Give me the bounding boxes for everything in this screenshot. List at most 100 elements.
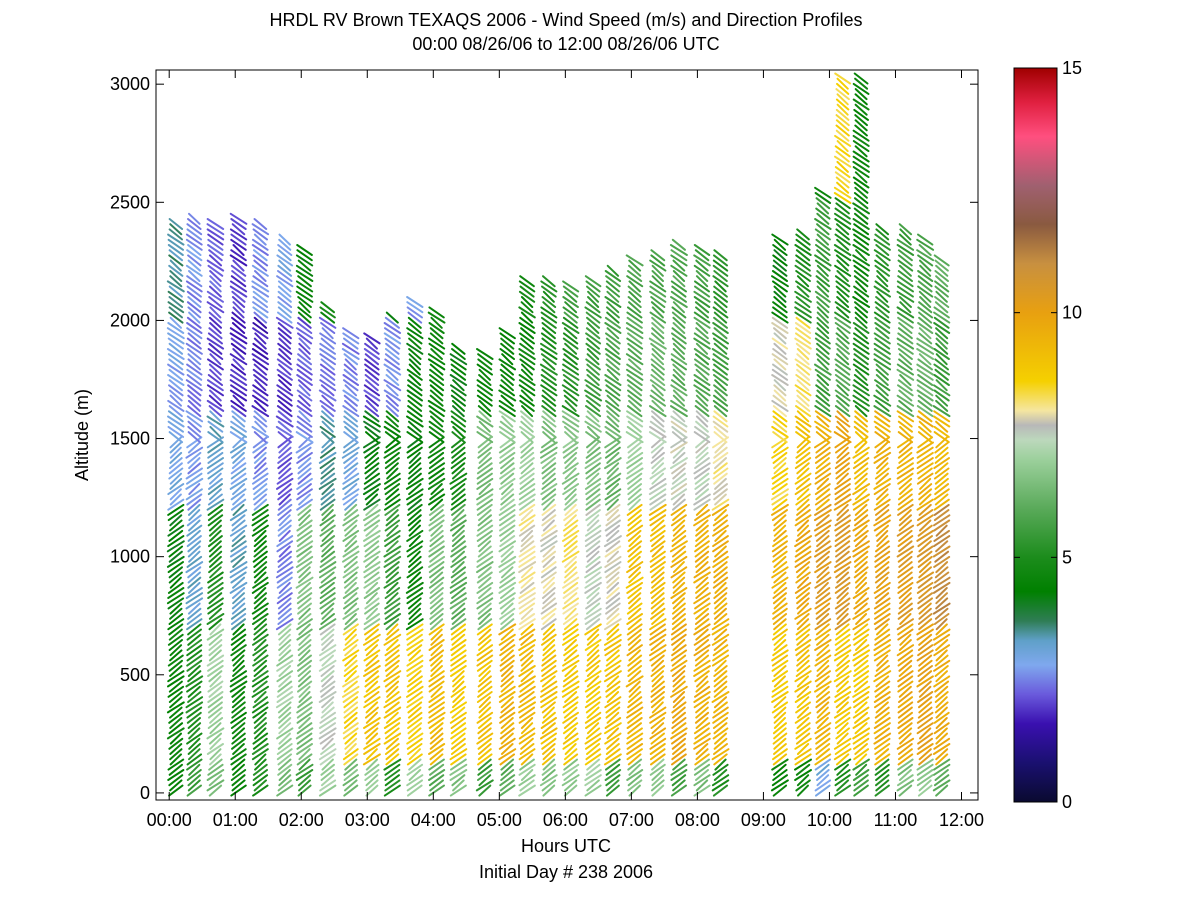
wind-barb	[917, 737, 933, 750]
wind-barb	[297, 379, 312, 392]
wind-barb	[208, 592, 223, 605]
wind-barb	[206, 727, 225, 740]
wind-barb	[343, 457, 358, 470]
wind-barb	[365, 399, 378, 412]
wind-barb	[604, 545, 622, 558]
wind-barb	[917, 233, 934, 246]
wind-barb	[278, 665, 292, 677]
wind-barb	[540, 384, 558, 397]
wind-barb	[406, 327, 424, 340]
wind-barb	[771, 446, 789, 459]
wind-barb	[344, 384, 358, 397]
wind-barb	[186, 374, 202, 386]
wind-barb	[297, 696, 312, 709]
wind-barb	[296, 519, 313, 532]
wind-barb	[650, 607, 666, 620]
wind-barb	[252, 654, 269, 667]
wind-barb	[816, 717, 829, 729]
wind-profile	[295, 244, 314, 797]
wind-barb	[586, 348, 600, 360]
wind-barb	[277, 327, 292, 340]
wind-barb	[542, 628, 556, 641]
wind-barb	[585, 498, 601, 511]
wind-barb	[713, 311, 728, 324]
wind-barb	[835, 675, 850, 688]
wind-barb	[874, 784, 890, 797]
wind-barb	[406, 763, 424, 776]
wind-barb	[343, 711, 358, 724]
wind-barb	[816, 311, 829, 324]
wind-barb	[518, 628, 536, 641]
wind-barb	[650, 685, 666, 698]
wind-barb	[873, 332, 891, 345]
wind-barb	[232, 503, 245, 516]
wind-barb	[875, 592, 890, 605]
wind-barb	[478, 587, 492, 599]
wind-barb	[651, 722, 665, 735]
wind-barb	[585, 691, 601, 703]
wind-barb	[499, 706, 515, 719]
wind-barb	[917, 306, 934, 319]
wind-barb	[773, 524, 787, 537]
wind-barb	[206, 259, 225, 272]
wind-barb	[384, 763, 401, 776]
wind-barb	[933, 758, 951, 771]
wind-barb	[854, 316, 868, 329]
wind-barb	[542, 420, 556, 433]
wind-barb	[451, 503, 466, 516]
wind-barb	[208, 311, 223, 324]
wind-barb	[649, 540, 666, 553]
wind-barb	[383, 576, 402, 589]
wind-barb	[500, 613, 515, 625]
wind-barb	[605, 384, 621, 397]
wind-barb	[627, 332, 643, 345]
wind-barb	[625, 467, 644, 480]
wind-barb	[428, 467, 445, 480]
wind-barb	[669, 244, 688, 256]
wind-barb	[167, 587, 185, 599]
wind-barb	[605, 337, 620, 350]
wind-barb	[650, 779, 665, 792]
wind-barb	[406, 446, 423, 459]
wind-barb	[450, 618, 467, 631]
wind-barb	[796, 353, 810, 366]
wind-barb	[835, 524, 851, 537]
wind-barb	[169, 607, 183, 620]
wind-barb	[771, 503, 789, 516]
wind-barb	[693, 696, 711, 709]
wind-barb	[406, 342, 424, 355]
wind-barb	[167, 363, 185, 376]
wind-barb	[627, 270, 643, 282]
wind-barb	[672, 467, 686, 480]
wind-barb	[542, 555, 556, 568]
wind-barb	[835, 727, 850, 740]
wind-barb	[897, 446, 913, 459]
wind-barb	[168, 285, 183, 298]
wind-barb	[449, 576, 468, 589]
wind-barb	[540, 691, 558, 703]
wind-profile	[916, 233, 935, 797]
wind-barb	[816, 342, 830, 355]
wind-barb	[670, 264, 688, 277]
wind-barb	[275, 618, 294, 631]
wind-barb	[876, 462, 889, 475]
wind-barb	[476, 659, 493, 672]
wind-barb	[209, 275, 222, 288]
wind-barb	[628, 607, 642, 620]
wind-barb	[875, 509, 890, 522]
wind-barb	[670, 727, 688, 740]
wind-barb	[672, 316, 686, 329]
wind-barb	[796, 566, 810, 579]
wind-barb	[320, 301, 335, 314]
wind-barb	[604, 457, 622, 470]
wind-barb	[407, 691, 423, 703]
wind-barb	[874, 316, 891, 329]
wind-barb	[919, 259, 932, 272]
wind-barb	[297, 483, 312, 496]
wind-barb	[321, 639, 334, 651]
wind-profile	[833, 72, 852, 797]
wind-barb	[898, 529, 913, 542]
wind-barb	[918, 748, 932, 761]
wind-barb	[695, 587, 709, 599]
wind-barb	[836, 613, 849, 625]
